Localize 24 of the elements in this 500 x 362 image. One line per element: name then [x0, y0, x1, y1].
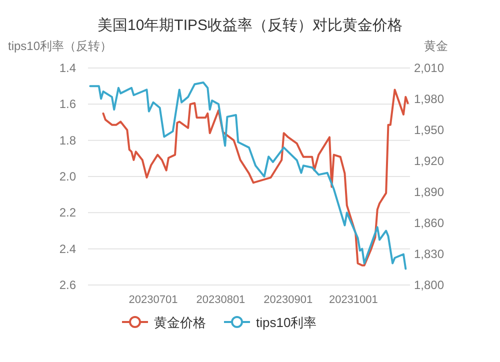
ytick: 2.0: [59, 170, 76, 184]
y2label: 黄金: [424, 39, 448, 53]
ytick: 1.4: [59, 61, 76, 75]
ytick: 1.8: [59, 133, 76, 148]
title: 美国10年期TIPS收益率（反转）对比黄金价格: [97, 17, 403, 34]
ytick: 1.6: [59, 97, 76, 112]
y2tick: 1,920: [414, 154, 444, 168]
xtick: 20230701: [128, 294, 178, 306]
y2tick: 1,890: [414, 185, 444, 199]
ylabel: tips10利率（反转）: [8, 39, 112, 53]
xtick: 20230901: [264, 294, 313, 306]
xtick: 20231001: [328, 294, 378, 306]
y2tick: 1,980: [414, 92, 444, 106]
ytick: 2.4: [59, 242, 76, 256]
legend-text: 黄金价格: [154, 315, 206, 330]
ytick: 2.6: [59, 278, 76, 292]
ytick: 2.2: [59, 206, 76, 220]
y2tick: 2,010: [414, 61, 444, 75]
xtick: 20230801: [196, 294, 246, 306]
y2tick: 1,950: [414, 123, 444, 137]
y2tick: 1,860: [414, 216, 444, 230]
y2tick: 1,800: [414, 278, 444, 292]
legend-text: tips10利率: [256, 315, 317, 330]
y2tick: 1,830: [414, 247, 444, 261]
